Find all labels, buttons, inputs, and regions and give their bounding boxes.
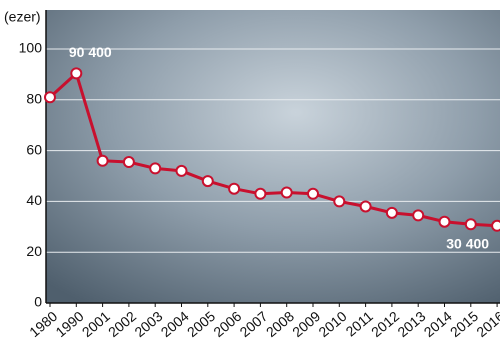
marker (412, 209, 425, 222)
marker (149, 162, 162, 175)
data-label: 90 400 (69, 44, 112, 60)
marker (307, 187, 319, 200)
plot-background (46, 10, 500, 303)
marker (491, 219, 500, 232)
data-label: 30 400 (446, 235, 489, 251)
marker (122, 156, 135, 169)
marker (254, 187, 267, 200)
y-tick-label: 20 (26, 243, 42, 259)
y-tick-label: 40 (26, 192, 42, 208)
marker (201, 175, 214, 188)
marker (438, 215, 451, 228)
marker (70, 67, 83, 80)
marker (96, 154, 109, 167)
marker (44, 91, 56, 104)
y-tick-label: 100 (19, 40, 43, 56)
marker (175, 164, 188, 177)
y-tick-label: 0 (34, 294, 42, 310)
marker (333, 195, 346, 208)
y-tick-label: 80 (26, 91, 42, 107)
y-tick-label: 60 (26, 141, 42, 157)
marker (280, 186, 293, 199)
marker (228, 182, 241, 195)
marker (464, 218, 477, 231)
y-axis-label: (ezer) (4, 9, 41, 25)
marker (359, 200, 372, 213)
marker (385, 206, 398, 219)
